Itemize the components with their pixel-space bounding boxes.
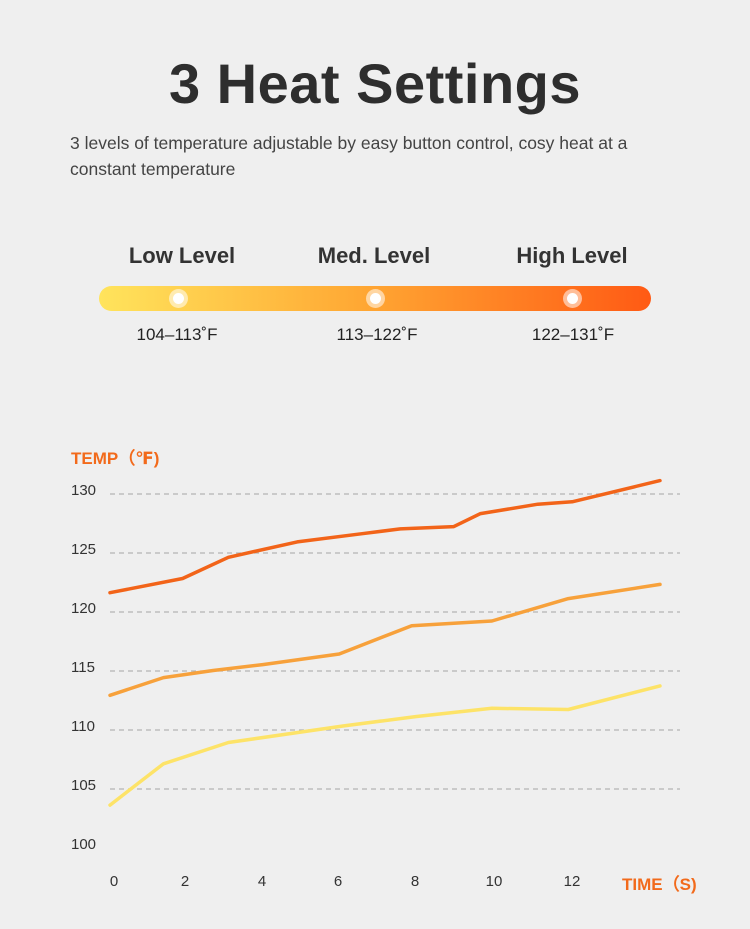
page-subtitle: 3 levels of temperature adjustable by ea… xyxy=(70,133,628,179)
level-range-high: 122–131˚F xyxy=(531,325,615,344)
y-tick-label: 130 xyxy=(71,482,96,499)
level-range-med: 113–122˚F xyxy=(336,325,418,344)
y-tick-label: 125 xyxy=(71,541,96,558)
level-label-high: High Level xyxy=(516,243,628,268)
med-level-indicator[interactable] xyxy=(365,289,385,308)
level-label-low: Low Level xyxy=(128,243,236,268)
x-tick-label: 0 xyxy=(110,873,118,890)
x-tick-label: 12 xyxy=(564,873,581,890)
y-tick-label: 100 xyxy=(71,836,96,853)
y-tick-label: 105 xyxy=(71,777,96,794)
series-line-1 xyxy=(108,582,662,698)
x-axis-label: TIME（S) xyxy=(622,875,697,894)
series-line-2 xyxy=(108,684,662,807)
series-line-0 xyxy=(108,478,662,595)
x-tick-label: 4 xyxy=(258,873,266,890)
y-axis-label: TEMP（℉) xyxy=(71,449,160,468)
x-tick-label: 6 xyxy=(334,873,342,890)
low-level-indicator[interactable] xyxy=(168,289,188,308)
x-tick-label: 10 xyxy=(486,873,503,890)
y-tick-label: 115 xyxy=(71,659,95,676)
level-label-med: Med. Level xyxy=(317,243,431,268)
y-tick-label: 110 xyxy=(71,718,95,735)
y-tick-label: 120 xyxy=(71,600,96,617)
level-range-low: 104–113˚F xyxy=(136,325,218,344)
high-level-indicator[interactable] xyxy=(562,289,582,308)
page-title: 3 Heat Settings xyxy=(168,52,582,115)
x-tick-label: 8 xyxy=(411,873,419,890)
x-tick-label: 2 xyxy=(181,873,189,890)
